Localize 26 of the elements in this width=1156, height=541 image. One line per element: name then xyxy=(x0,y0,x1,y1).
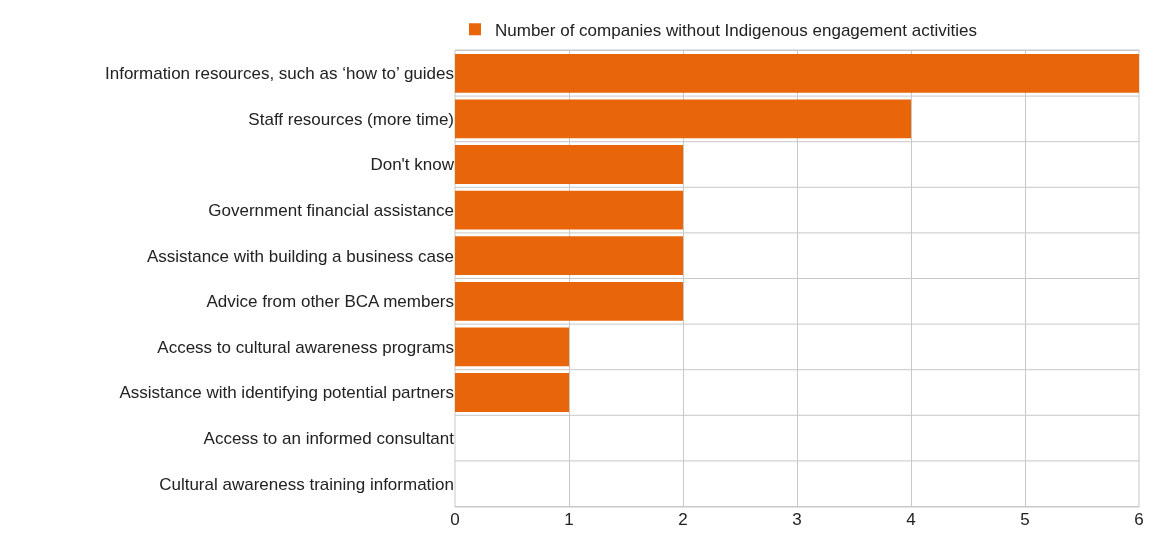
legend-label: Number of companies without Indigenous engagement activities xyxy=(495,20,977,40)
bar xyxy=(455,327,569,367)
y-tick-label: Assistance with identifying potential partners xyxy=(119,383,454,403)
y-tick-label: Don't know xyxy=(370,155,455,175)
bar xyxy=(455,145,683,184)
y-tick-label: Advice from other BCA members xyxy=(206,292,454,312)
y-tick-label: Cultural awareness training information xyxy=(159,474,454,494)
bar xyxy=(455,281,683,321)
x-tick-label: 0 xyxy=(450,510,460,529)
bar xyxy=(455,236,683,276)
bar xyxy=(455,53,1139,93)
x-tick-label: 6 xyxy=(1134,510,1144,529)
x-tick-label: 5 xyxy=(1020,510,1030,529)
y-tick-label: Assistance with building a business case xyxy=(146,246,454,266)
y-tick-label: Government financial assistance xyxy=(208,201,454,221)
y-tick-label: Access to an informed consultant xyxy=(203,429,455,449)
x-tick-label: 3 xyxy=(792,510,802,529)
x-tick-label: 4 xyxy=(906,510,916,529)
y-tick-label: Access to cultural awareness programs xyxy=(157,337,454,357)
y-tick-label: Staff resources (more time) xyxy=(248,109,454,129)
y-tick-label: Information resources, such as ‘how to’ guides xyxy=(105,64,454,84)
x-tick-label: 2 xyxy=(678,510,688,529)
bar xyxy=(455,190,683,230)
x-tick-label: 1 xyxy=(564,510,574,529)
bar xyxy=(455,373,569,412)
bar xyxy=(455,99,911,139)
